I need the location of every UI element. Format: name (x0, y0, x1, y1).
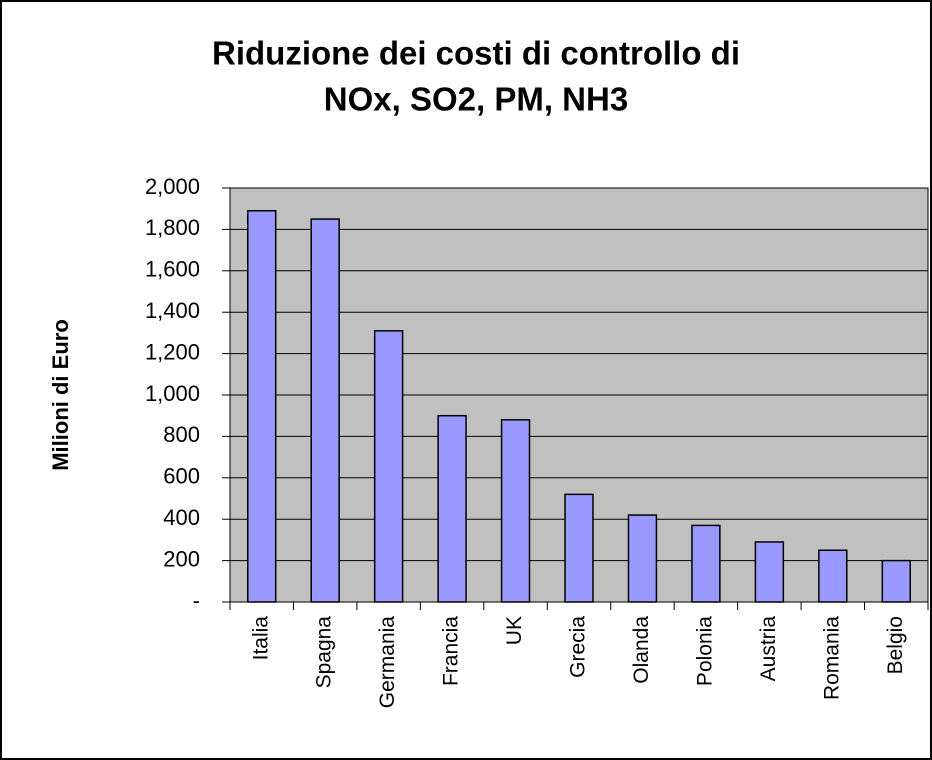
x-tick-label: Grecia (567, 616, 590, 678)
x-tick-label: Romania (820, 616, 843, 700)
y-tick-label: 200 (163, 546, 200, 571)
y-tick-label: 600 (163, 464, 200, 489)
y-tick-label: - (193, 588, 200, 613)
x-tick-label: Belgio (884, 616, 907, 674)
y-tick-label: 1,600 (145, 257, 200, 282)
x-tick-label: Francia (440, 616, 463, 686)
y-tick-label: 1,200 (145, 339, 200, 364)
y-tick-label: 400 (163, 505, 200, 530)
y-tick-label: 1,400 (145, 298, 200, 323)
x-tick-label: Austria (757, 616, 780, 682)
bar (691, 524, 721, 603)
y-tick-label: 800 (163, 422, 200, 447)
chart-title: NOx, SO2, PM, NH3 (324, 81, 628, 118)
chart-title: Riduzione dei costi di controllo di (212, 35, 740, 72)
x-tick-label: Polonia (693, 616, 716, 686)
y-tick-label: 1,000 (145, 381, 200, 406)
bar (310, 218, 340, 603)
x-tick-label: Olanda (630, 616, 653, 684)
y-tick-label: 2,000 (145, 174, 200, 199)
bar (627, 514, 658, 603)
bar (437, 414, 467, 603)
x-tick-label: Germania (376, 616, 399, 709)
bar (247, 210, 277, 603)
bar (754, 541, 785, 603)
y-tick-label: 1,800 (145, 215, 200, 240)
bar (373, 330, 404, 603)
bar (564, 493, 594, 603)
x-tick-label: Italia (249, 616, 272, 661)
bar (881, 559, 911, 603)
bar (500, 419, 531, 603)
x-tick-label: Spagna (313, 616, 336, 689)
y-axis-label: Milioni di Euro (48, 319, 73, 471)
bar (818, 549, 848, 603)
x-tick-label: UK (503, 616, 526, 645)
